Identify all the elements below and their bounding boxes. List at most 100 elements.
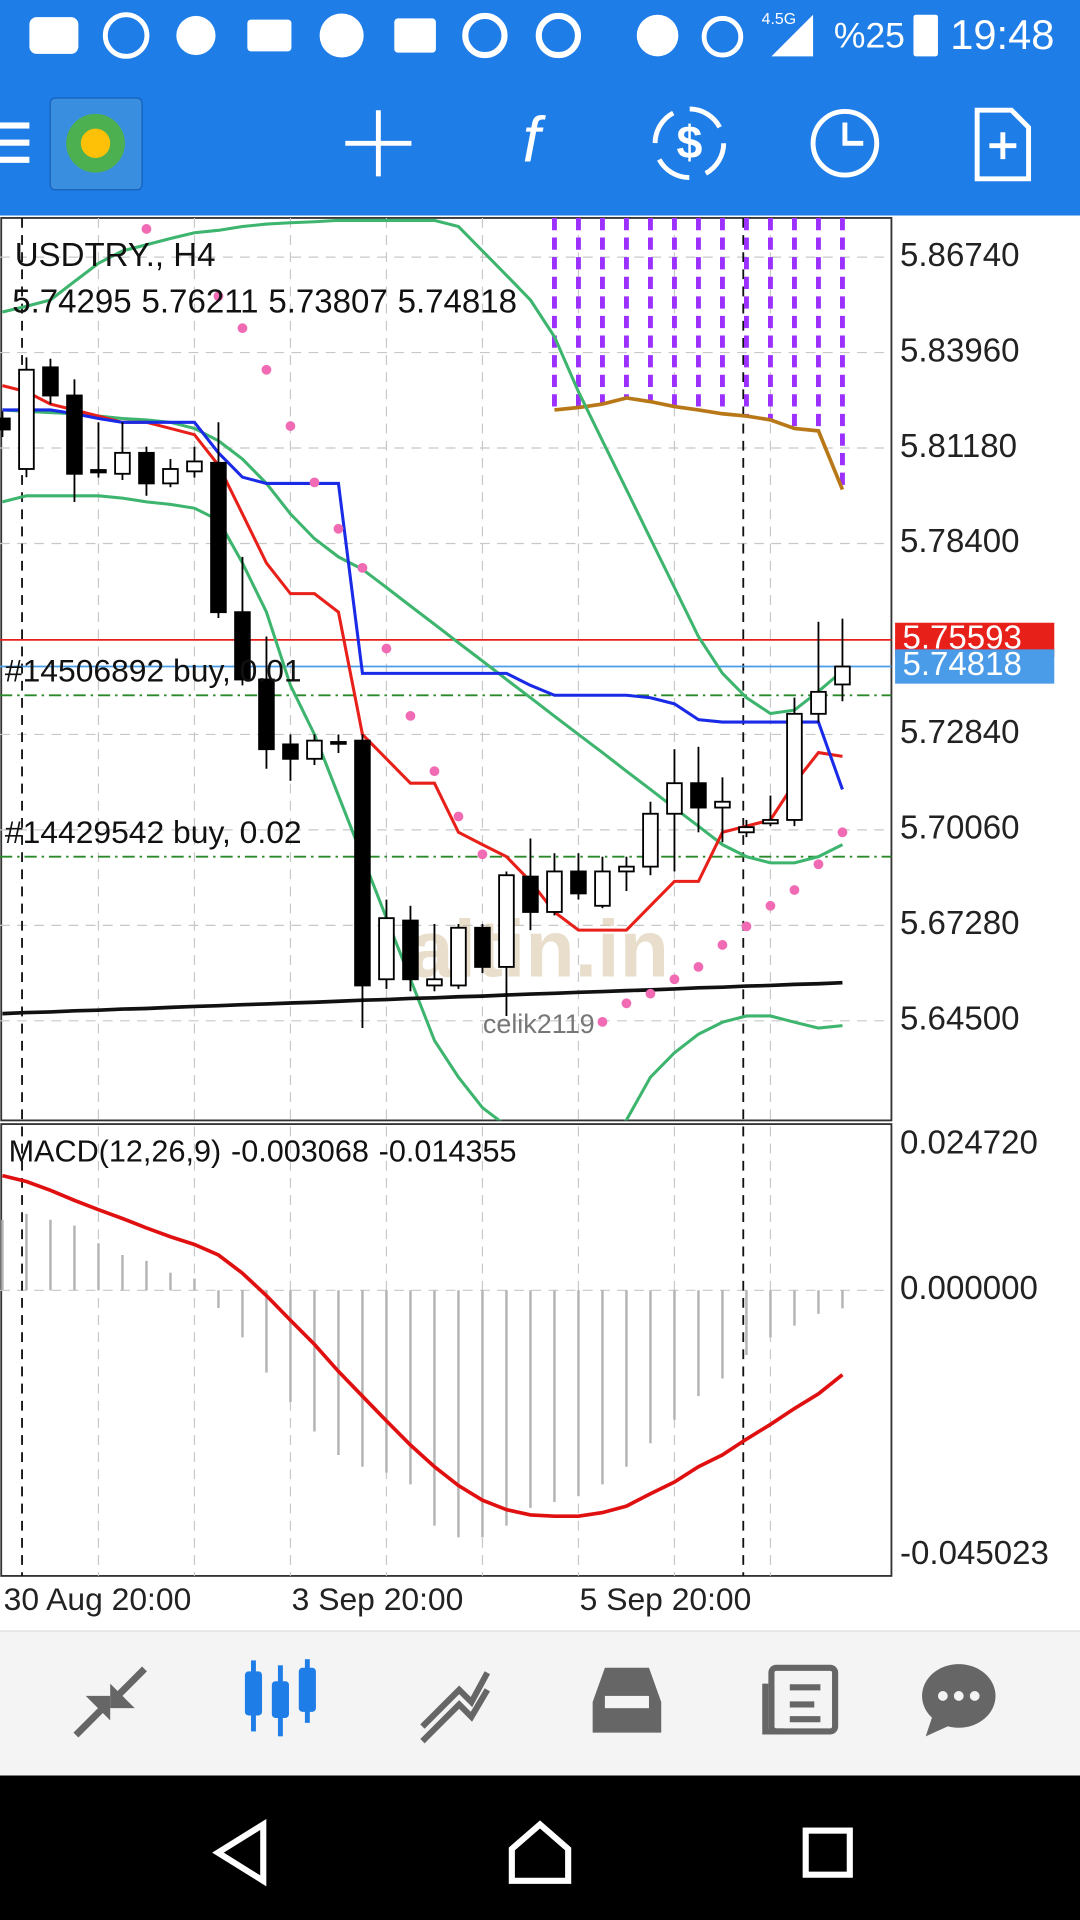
candle-body xyxy=(402,919,419,981)
sar-dot xyxy=(477,849,488,860)
app-logo[interactable] xyxy=(49,97,143,191)
candle-body xyxy=(426,978,443,987)
macd-signal-line xyxy=(2,1173,844,1518)
history-tab[interactable] xyxy=(592,1667,662,1733)
price-label-box xyxy=(895,649,1055,684)
quotes-tab[interactable] xyxy=(73,1666,147,1738)
sar-dot xyxy=(789,885,800,895)
new-order-button[interactable] xyxy=(974,107,1032,182)
indicator-line xyxy=(2,980,843,1016)
candle-body xyxy=(114,451,131,475)
back-button[interactable] xyxy=(212,1818,267,1887)
candle-body xyxy=(354,739,371,987)
menu-button[interactable] xyxy=(0,122,30,163)
macd-title: MACD(12,26,9) xyxy=(9,1135,222,1169)
status-icons xyxy=(29,12,938,59)
chart-title: USDTRY., H4 xyxy=(15,237,216,274)
candle-body xyxy=(546,870,563,913)
sar-dot xyxy=(429,766,440,777)
y-tick-label: -0.045023 xyxy=(900,1535,1049,1572)
y-tick-label: 0.000000 xyxy=(900,1270,1038,1307)
indicator-line xyxy=(2,408,844,790)
candle-body xyxy=(330,741,347,745)
sar-dot xyxy=(357,562,368,573)
candle-body xyxy=(282,743,299,760)
watermark: altin.in xyxy=(409,904,669,994)
sar-dot xyxy=(213,291,224,302)
candle-body xyxy=(570,870,587,895)
y-tick-label: 5.81180 xyxy=(900,428,1017,465)
y-tick-label: 5.78400 xyxy=(900,523,1019,560)
chart-tab[interactable] xyxy=(244,1659,316,1737)
candle-body xyxy=(138,451,155,485)
sar-dot xyxy=(381,643,392,654)
y-tick-label: 5.72840 xyxy=(900,714,1019,751)
candle-body xyxy=(738,826,755,834)
candle-body xyxy=(42,366,59,397)
y-tick-label: 5.67280 xyxy=(900,905,1019,942)
sar-dot xyxy=(717,940,728,950)
battery-level: %25 xyxy=(834,15,905,55)
candle-body xyxy=(210,461,227,614)
low-value: 5.73807 xyxy=(268,283,387,320)
candle-body xyxy=(234,611,251,681)
candle-body xyxy=(90,469,107,474)
cloud-edge xyxy=(554,396,845,491)
candle-body xyxy=(186,460,203,473)
candle-body xyxy=(522,875,539,913)
network-type: 4.5G xyxy=(762,11,796,28)
y-tick-label: 0.024720 xyxy=(900,1125,1038,1162)
candle-body xyxy=(666,782,683,815)
candle-body xyxy=(642,812,659,868)
recents-button[interactable] xyxy=(802,1827,853,1878)
candle-body xyxy=(378,917,395,981)
candle-body xyxy=(0,417,11,431)
indicator-line xyxy=(2,218,844,716)
axes: 5.86740 5.83960 5.81180 5.78400 5.72840 5.700… xyxy=(4,237,1049,1617)
candle-body xyxy=(498,874,515,968)
sar-dot xyxy=(669,974,680,985)
y-tick-label: 5.64500 xyxy=(900,1001,1019,1038)
sar-dot xyxy=(813,859,824,870)
order-label: #14429542 buy, 0.02 xyxy=(5,814,302,850)
macd-plot-frame xyxy=(0,1123,893,1577)
candle-body xyxy=(474,926,491,968)
x-tick-label: 30 Aug 20:00 xyxy=(4,1581,192,1617)
indicator-line xyxy=(2,408,844,865)
sar-dot xyxy=(333,523,344,534)
candle-body xyxy=(258,678,275,751)
sar-dot xyxy=(309,477,320,488)
y-tick-label: 5.83960 xyxy=(900,332,1019,369)
trade-tab[interactable] xyxy=(420,1671,491,1744)
open-value: 5.74295 xyxy=(12,283,131,320)
candle-body xyxy=(594,870,611,907)
high-value: 5.76211 xyxy=(142,283,259,320)
candle-body xyxy=(618,865,635,873)
candle-body xyxy=(762,819,779,825)
sar-dot xyxy=(765,900,776,911)
sar-dot xyxy=(237,323,248,334)
trade-button[interactable]: $ xyxy=(652,106,727,180)
y-tick-label: 5.70060 xyxy=(900,810,1019,847)
crosshair-button[interactable] xyxy=(345,110,412,177)
candle-body xyxy=(306,739,323,760)
macd-signal-value: -0.014355 xyxy=(379,1135,517,1169)
macd-main-value: -0.003068 xyxy=(231,1135,369,1169)
svg-text:$: $ xyxy=(676,116,702,168)
timeframe-button[interactable] xyxy=(810,108,880,178)
news-tab[interactable] xyxy=(762,1664,839,1735)
main-plot: altin.in celik2119 xyxy=(0,217,892,1121)
sar-dot xyxy=(837,827,848,838)
ohlc-header: 5.74295 5.76211 5.73807 5.74818 xyxy=(12,283,517,320)
user-label: celik2119 xyxy=(483,1009,595,1039)
clock: 19:48 xyxy=(950,11,1054,58)
chat-tab[interactable] xyxy=(922,1664,996,1737)
home-button[interactable] xyxy=(508,1820,572,1884)
macd-header: MACD(12,26,9) -0.003068 -0.014355 xyxy=(9,1135,517,1169)
order-label: #14506892 buy, 0.01 xyxy=(5,653,302,689)
macd-plot xyxy=(1,1173,844,1538)
sar-dot xyxy=(645,988,656,999)
x-tick-label: 5 Sep 20:00 xyxy=(580,1581,752,1617)
